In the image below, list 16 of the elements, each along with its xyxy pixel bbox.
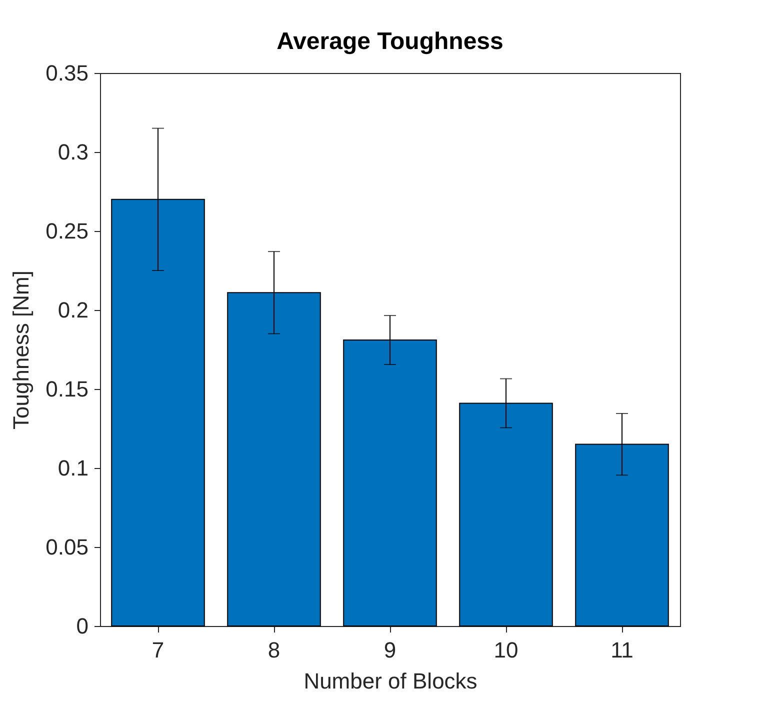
y-tick-label: 0.25 (46, 218, 88, 244)
y-tick-label: 0.15 (46, 376, 88, 402)
y-tick-label: 0.1 (58, 456, 88, 480)
y-tick-label: 0.35 (46, 60, 88, 86)
y-tick-label: 0 (76, 614, 88, 638)
x-axis-title: Number of Blocks (304, 668, 478, 694)
y-axis-title: Toughness [Nm] (8, 270, 34, 430)
x-tick-label: 8 (268, 638, 280, 662)
x-tick-label: 7 (152, 638, 164, 662)
y-tick-label: 0.2 (58, 298, 88, 322)
x-tick-label: 9 (384, 638, 396, 662)
y-tick-label: 0.05 (46, 534, 88, 560)
chart-title: Average Toughness (276, 28, 504, 55)
x-tick-label: 10 (494, 638, 518, 662)
x-tick-label: 11 (610, 638, 634, 662)
y-tick-label: 0.3 (58, 140, 88, 164)
